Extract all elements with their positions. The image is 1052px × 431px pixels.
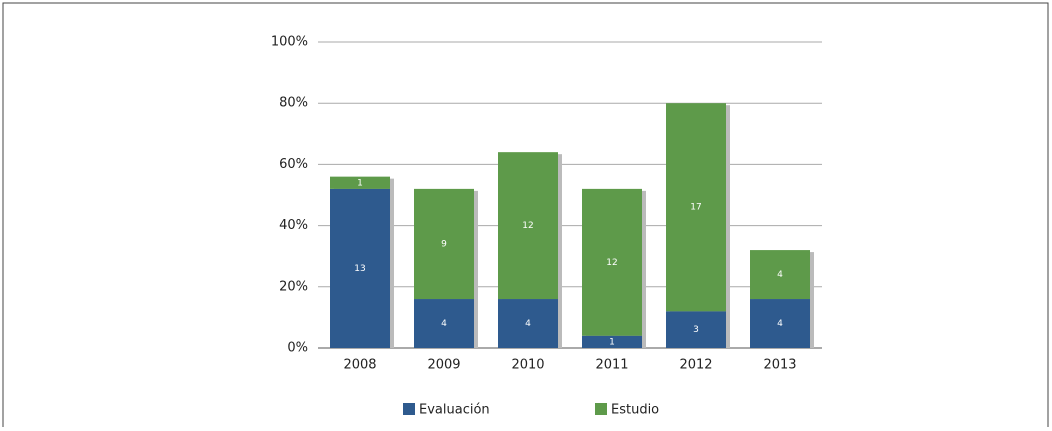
- bar-segment: [498, 152, 558, 300]
- value-label: 3: [693, 325, 699, 335]
- x-tick-label: 2008: [343, 358, 376, 373]
- legend-swatch: [595, 403, 607, 415]
- x-tick-label: 2010: [511, 358, 544, 373]
- value-label: 4: [777, 270, 783, 280]
- value-label: 9: [441, 239, 447, 249]
- bar-segment: [750, 299, 810, 348]
- bar-segment: [330, 176, 390, 189]
- value-label: 12: [606, 258, 617, 268]
- bar-segment: [750, 250, 810, 300]
- value-label: 1: [609, 337, 615, 347]
- y-tick-label: 60%: [279, 157, 308, 172]
- bar-segment: [414, 188, 474, 300]
- y-tick-label: 80%: [279, 96, 308, 111]
- x-tick-label: 2009: [427, 358, 460, 373]
- value-label: 4: [525, 319, 531, 329]
- value-label: 17: [690, 203, 701, 213]
- legend-swatch: [403, 403, 415, 415]
- x-tick-label: 2012: [679, 358, 712, 373]
- bar-segment: [582, 188, 642, 336]
- bar-segment: [666, 311, 726, 348]
- bar-segment: [330, 188, 390, 348]
- y-tick-label: 100%: [271, 35, 308, 50]
- x-tick-label: 2013: [763, 358, 796, 373]
- x-tick-label: 2011: [595, 358, 628, 373]
- value-label: 4: [777, 319, 783, 329]
- bar-segment: [498, 299, 558, 348]
- legend-label: Estudio: [611, 403, 659, 418]
- y-tick-label: 20%: [279, 279, 308, 294]
- value-label: 1: [357, 178, 363, 188]
- value-label: 12: [522, 221, 533, 231]
- value-label: 13: [354, 264, 365, 274]
- legend-label: Evaluación: [419, 403, 490, 418]
- y-tick-label: 0%: [287, 341, 308, 356]
- bar-segment: [666, 103, 726, 312]
- bar-segment: [414, 299, 474, 348]
- bar-segment: [582, 335, 642, 348]
- y-tick-label: 40%: [279, 218, 308, 233]
- value-label: 4: [441, 319, 447, 329]
